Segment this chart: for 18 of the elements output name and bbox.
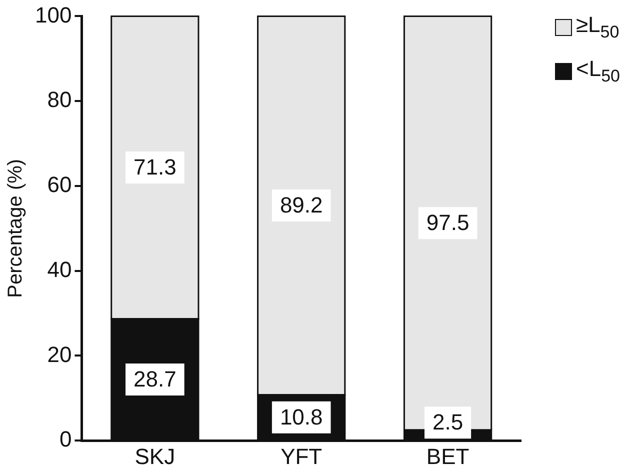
- data-label: 28.7: [134, 366, 176, 392]
- y-axis-title: Percentage (%): [4, 158, 27, 298]
- legend-label: ≥L$_{50}$: [576, 12, 620, 42]
- y-tick-label: 20: [47, 342, 72, 367]
- data-label: 97.5: [426, 210, 470, 236]
- y-tick-label: 60: [47, 172, 72, 198]
- x-tick-label: SKJ: [134, 444, 176, 469]
- x-tick-label: BET: [426, 444, 470, 469]
- data-label: 71.3: [134, 154, 176, 180]
- y-tick-label: 40: [47, 256, 72, 282]
- data-label: 89.2: [280, 192, 323, 218]
- y-tick-label: 80: [47, 87, 72, 112]
- y-tick-label: 0: [59, 426, 72, 452]
- y-tick-label: 100: [34, 2, 72, 28]
- x-tick-label: YFT: [280, 444, 322, 469]
- data-label: 2.5: [432, 410, 464, 435]
- legend-label: <L$_{50}$: [576, 56, 620, 87]
- data-label: 10.8: [280, 404, 323, 430]
